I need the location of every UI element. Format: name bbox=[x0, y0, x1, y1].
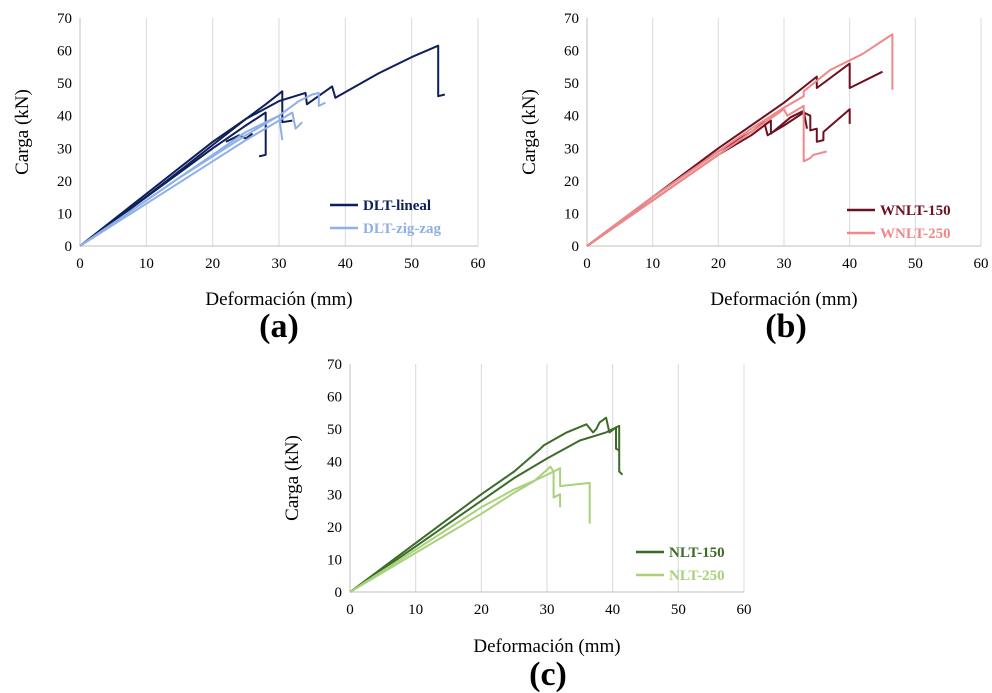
y-tick-label: 30 bbox=[57, 141, 72, 157]
y-tick-label: 10 bbox=[327, 552, 342, 568]
series-line-dlt-lineal bbox=[79, 90, 293, 247]
chart-panel-2: 0 10 20 30 40 50 60 0 10 20 30 40 50 60 70 Deformación … bbox=[519, 11, 989, 345]
series-line-nlt-250 bbox=[349, 467, 591, 593]
x-axis-title: Deformación (mm) bbox=[473, 636, 620, 657]
x-tick-label: 20 bbox=[474, 602, 489, 618]
chart-panel-1: 0 10 20 30 40 50 60 0 10 20 30 40 50 60 70 Deformación … bbox=[12, 11, 486, 345]
x-tick-label: 20 bbox=[205, 256, 220, 272]
y-tick-label: 70 bbox=[327, 357, 342, 373]
legend-label: DLT-zig-zag bbox=[363, 221, 442, 237]
x-tick-label: 10 bbox=[139, 256, 154, 272]
series-line-dlt-lineal bbox=[79, 44, 446, 247]
x-tick-label: 0 bbox=[346, 602, 354, 618]
y-tick-label: 0 bbox=[65, 239, 73, 255]
x-tick-label: 50 bbox=[404, 256, 419, 272]
y-tick-label: 60 bbox=[564, 44, 579, 60]
x-tick-label: 60 bbox=[974, 256, 989, 272]
y-tick-label: 0 bbox=[572, 239, 580, 255]
y-tick-label: 70 bbox=[564, 11, 579, 27]
x-tick-label: 50 bbox=[908, 256, 923, 272]
y-axis-title: Carga (kN) bbox=[12, 89, 33, 175]
y-axis-title: Carga (kN) bbox=[519, 89, 540, 175]
panel-label: (c) bbox=[529, 656, 567, 693]
legend-label: WNLT-250 bbox=[880, 226, 951, 242]
x-tick-label: 30 bbox=[272, 256, 287, 272]
y-tick-label: 40 bbox=[57, 109, 72, 125]
y-tick-label: 10 bbox=[564, 206, 579, 222]
x-tick-label: 20 bbox=[711, 256, 726, 272]
x-tick-label: 0 bbox=[76, 256, 84, 272]
x-axis-title: Deformación (mm) bbox=[205, 289, 352, 310]
chart-panel-3: 0 10 20 30 40 50 60 0 10 20 30 40 50 60 70 Deformación … bbox=[282, 357, 752, 693]
series-line-wnlt-250 bbox=[586, 104, 827, 247]
series-line-nlt-150 bbox=[349, 416, 620, 593]
y-tick-label: 20 bbox=[57, 174, 72, 190]
x-tick-label: 0 bbox=[583, 256, 591, 272]
y-tick-label: 50 bbox=[564, 76, 579, 92]
x-tick-label: 30 bbox=[540, 602, 555, 618]
y-tick-label: 50 bbox=[57, 76, 72, 92]
series-line-wnlt-250 bbox=[586, 33, 894, 247]
x-tick-label: 10 bbox=[408, 602, 423, 618]
y-tick-label: 30 bbox=[327, 487, 342, 503]
series-line-wnlt-150 bbox=[586, 62, 883, 247]
series-line-dlt-zig-zag bbox=[79, 91, 326, 247]
y-tick-label: 50 bbox=[327, 422, 342, 438]
legend-label: NLT-150 bbox=[669, 545, 725, 561]
x-tick-label: 10 bbox=[645, 256, 660, 272]
y-tick-label: 30 bbox=[564, 141, 579, 157]
y-tick-label: 40 bbox=[564, 109, 579, 125]
legend-label: NLT-250 bbox=[669, 568, 725, 584]
y-tick-label: 10 bbox=[57, 206, 72, 222]
series-line-dlt-zig-zag bbox=[79, 111, 303, 247]
y-tick-label: 20 bbox=[564, 174, 579, 190]
y-tick-label: 20 bbox=[327, 520, 342, 536]
series-line-wnlt-150 bbox=[586, 109, 808, 247]
y-tick-label: 0 bbox=[335, 585, 343, 601]
panel-label: (a) bbox=[259, 308, 299, 345]
y-tick-label: 60 bbox=[57, 44, 72, 60]
legend-label: DLT-lineal bbox=[363, 198, 431, 214]
x-tick-label: 50 bbox=[671, 602, 686, 618]
y-tick-label: 70 bbox=[57, 11, 72, 27]
y-tick-label: 60 bbox=[327, 390, 342, 406]
panel-label: (b) bbox=[765, 308, 807, 345]
x-tick-label: 40 bbox=[842, 256, 857, 272]
x-tick-label: 60 bbox=[471, 256, 486, 272]
legend-label: WNLT-150 bbox=[880, 203, 951, 219]
y-axis-title: Carga (kN) bbox=[282, 435, 303, 521]
x-tick-label: 30 bbox=[777, 256, 792, 272]
x-tick-label: 40 bbox=[338, 256, 353, 272]
x-axis-title: Deformación (mm) bbox=[710, 289, 857, 310]
y-tick-label: 40 bbox=[327, 455, 342, 471]
series-line-nlt-150 bbox=[349, 424, 624, 593]
series-line-nlt-250 bbox=[349, 465, 562, 593]
x-tick-label: 40 bbox=[605, 602, 620, 618]
x-tick-label: 60 bbox=[737, 602, 752, 618]
